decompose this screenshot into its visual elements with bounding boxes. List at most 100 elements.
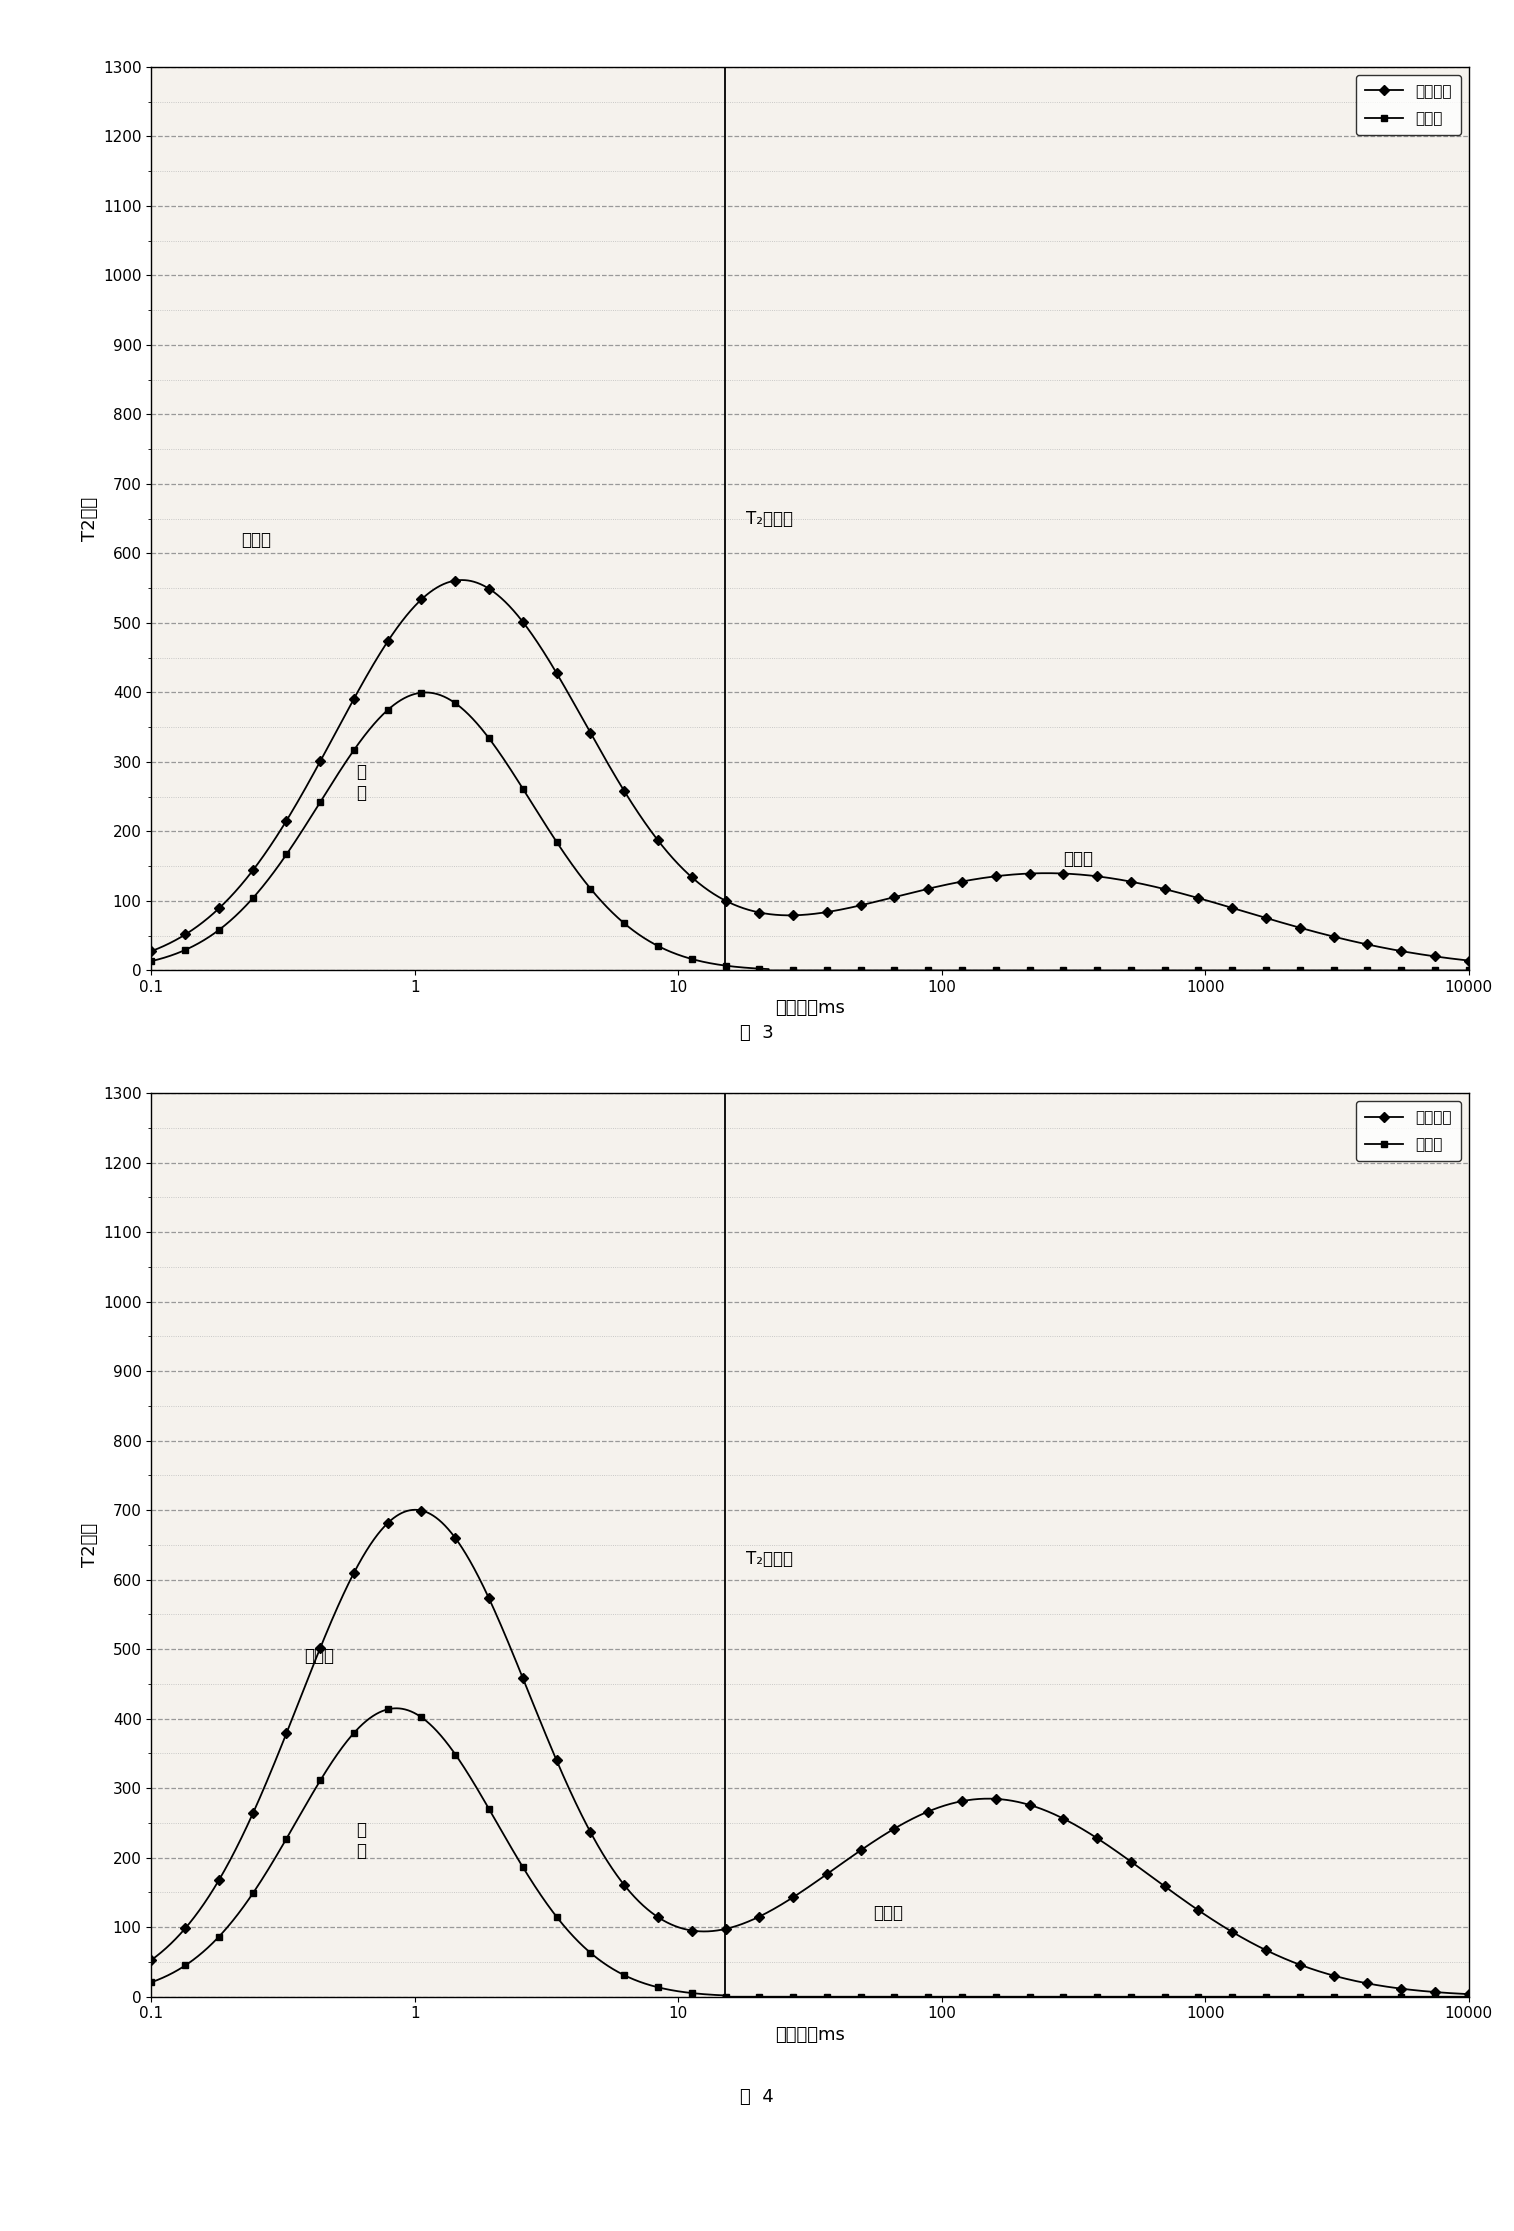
- 孔隙信号: [312, 747, 330, 774]
- Text: 图  3: 图 3: [740, 1024, 774, 1042]
- 孔隙信号: [818, 899, 836, 926]
- 孔隙信号: [513, 609, 531, 636]
- 孔隙信号: [312, 1635, 330, 1662]
- 孔隙信号: [650, 828, 668, 854]
- 孔隙信号: [142, 1948, 160, 1974]
- 油信号: [142, 1970, 160, 1997]
- 油信号: [447, 689, 465, 716]
- 油信号: [447, 1740, 465, 1767]
- 油信号: [345, 1720, 363, 1747]
- 油信号: [1325, 957, 1343, 984]
- 油信号: [210, 917, 229, 944]
- 油信号: [615, 1961, 633, 1988]
- 孔隙信号: [1122, 868, 1140, 895]
- 油信号: [919, 1983, 937, 2010]
- 油信号: [818, 1983, 836, 2010]
- 孔隙信号: [1054, 1805, 1072, 1832]
- 孔隙信号: [1089, 863, 1107, 890]
- 油信号: [1054, 1983, 1072, 2010]
- 油信号: [987, 957, 1005, 984]
- 油信号: [1190, 957, 1208, 984]
- 油信号: [1155, 957, 1173, 984]
- 孔隙信号: [277, 1720, 295, 1747]
- 油信号: [1122, 957, 1140, 984]
- Line: 孔隙信号: 孔隙信号: [148, 1508, 1472, 1997]
- 油信号: [1223, 957, 1241, 984]
- 油信号: [851, 1983, 869, 2010]
- 油信号: [378, 696, 397, 723]
- 孔隙信号: [378, 627, 397, 654]
- 孔隙信号: [1223, 895, 1241, 921]
- 油信号: [513, 1854, 531, 1881]
- 油信号: [480, 725, 498, 752]
- 油信号: [1325, 1983, 1343, 2010]
- 油信号: [176, 1952, 194, 1979]
- 孔隙信号: [716, 1916, 734, 1943]
- Text: 可动水: 可动水: [874, 1905, 904, 1923]
- 孔隙信号: [1155, 1872, 1173, 1899]
- 孔隙信号: [480, 1584, 498, 1611]
- 孔隙信号: [277, 808, 295, 834]
- 孔隙信号: [751, 1903, 769, 1930]
- 孔隙信号: [1459, 1981, 1478, 2008]
- 油信号: [716, 953, 734, 979]
- 油信号: [176, 937, 194, 964]
- 油信号: [142, 948, 160, 975]
- 孔隙信号: [548, 660, 566, 687]
- 孔隙信号: [1122, 1847, 1140, 1874]
- 孔隙信号: [987, 1785, 1005, 1812]
- 孔隙信号: [548, 1747, 566, 1774]
- 油信号: [650, 933, 668, 959]
- 油信号: [1155, 1983, 1173, 2010]
- 孔隙信号: [1190, 886, 1208, 912]
- 油信号: [851, 957, 869, 984]
- 油信号: [919, 957, 937, 984]
- 孔隙信号: [1325, 1963, 1343, 1990]
- 孔隙信号: [1089, 1825, 1107, 1852]
- Text: T₂截正値: T₂截正値: [745, 1551, 792, 1568]
- 孔隙信号: [345, 1559, 363, 1586]
- 孔隙信号: [987, 863, 1005, 890]
- 孔隙信号: [919, 1798, 937, 1825]
- 孔隙信号: [1426, 1979, 1444, 2006]
- 油信号: [1290, 1983, 1308, 2010]
- 孔隙信号: [1391, 1974, 1410, 2001]
- 油信号: [1020, 957, 1039, 984]
- 孔隙信号: [480, 576, 498, 602]
- 孔隙信号: [1190, 1896, 1208, 1923]
- 孔隙信号: [1290, 915, 1308, 941]
- 油信号: [1358, 957, 1376, 984]
- 孔隙信号: [952, 1787, 970, 1814]
- 孔隙信号: [751, 899, 769, 926]
- 油信号: [1122, 1983, 1140, 2010]
- 油信号: [1391, 1983, 1410, 2010]
- 油信号: [312, 1767, 330, 1794]
- 油信号: [1290, 957, 1308, 984]
- 孔隙信号: [1257, 1937, 1275, 1963]
- 油信号: [277, 841, 295, 868]
- 孔隙信号: [1391, 937, 1410, 964]
- 油信号: [1426, 957, 1444, 984]
- X-axis label: 弛豪时间ms: 弛豪时间ms: [775, 999, 845, 1017]
- 油信号: [615, 910, 633, 937]
- 孔隙信号: [615, 779, 633, 805]
- 油信号: [312, 788, 330, 814]
- 孔隙信号: [1426, 944, 1444, 970]
- 油信号: [1054, 957, 1072, 984]
- 油信号: [683, 1979, 701, 2006]
- 孔隙信号: [345, 685, 363, 712]
- 孔隙信号: [1020, 861, 1039, 888]
- 油信号: [1020, 1983, 1039, 2010]
- 油信号: [952, 957, 970, 984]
- 孔隙信号: [851, 1836, 869, 1863]
- 油信号: [210, 1923, 229, 1950]
- 孔隙信号: [176, 921, 194, 948]
- 油信号: [751, 955, 769, 982]
- 孔隙信号: [784, 1883, 802, 1910]
- 孔隙信号: [683, 863, 701, 890]
- 油信号: [987, 1983, 1005, 2010]
- 孔隙信号: [919, 875, 937, 901]
- 油信号: [952, 1983, 970, 2010]
- 孔隙信号: [244, 857, 262, 883]
- Text: T₂截正値: T₂截正値: [745, 509, 792, 529]
